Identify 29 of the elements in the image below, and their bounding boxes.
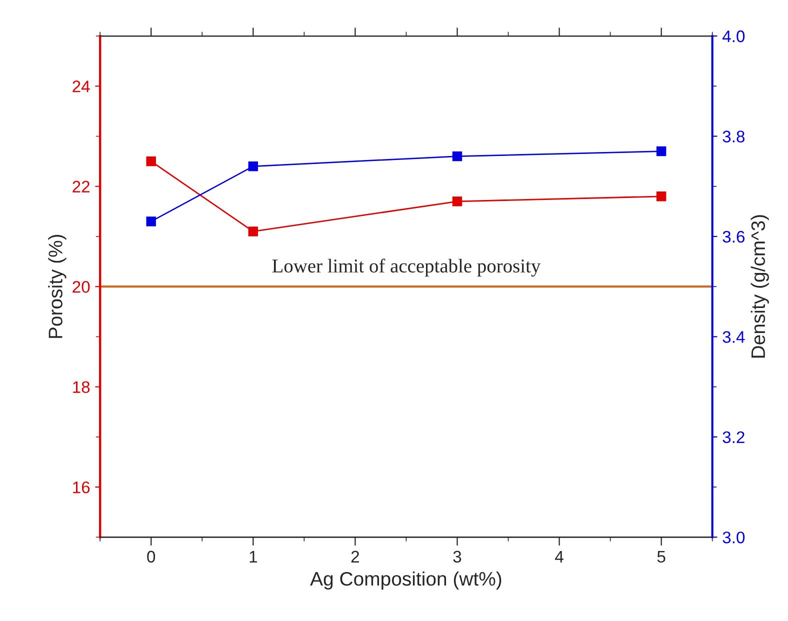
x-tick-label: 0: [147, 550, 156, 563]
y2-axis-title: Density (g/cm^3): [750, 215, 769, 358]
y2-tick-label: 3.2: [722, 431, 744, 444]
y2-tick-label: 4.0: [722, 30, 745, 42]
x-tick-label: 3: [453, 550, 462, 563]
x-tick-label: 1: [250, 550, 257, 562]
y2-tick-label: 3.8: [722, 130, 745, 142]
x-tick-label: 4: [555, 550, 564, 562]
ref-line-label: Lower limit of acceptable porosity: [272, 258, 541, 277]
y-axis-title: Porosity (%): [48, 234, 66, 338]
y2-tick-label: 3.6: [722, 230, 745, 243]
point: [146, 156, 156, 166]
point: [452, 151, 462, 162]
point: [656, 192, 666, 202]
x-axis-title: Ag Composition (wt%): [310, 571, 502, 590]
y-tick-label: 20: [72, 280, 90, 293]
point: [656, 146, 666, 156]
y-tick-label: 24: [72, 80, 90, 92]
y-tick-label: 18: [73, 381, 90, 394]
point: [146, 216, 156, 226]
y-tick-label: 22: [72, 180, 90, 192]
point: [452, 196, 462, 206]
point: [248, 161, 258, 172]
x-tick-label: 5: [657, 550, 666, 563]
y2-tick-label: 3.0: [722, 532, 745, 544]
point: [248, 226, 258, 236]
y-tick-label: 16: [73, 481, 90, 494]
x-tick-label: 2: [351, 550, 359, 562]
y2-tick-label: 3.4: [722, 331, 745, 343]
